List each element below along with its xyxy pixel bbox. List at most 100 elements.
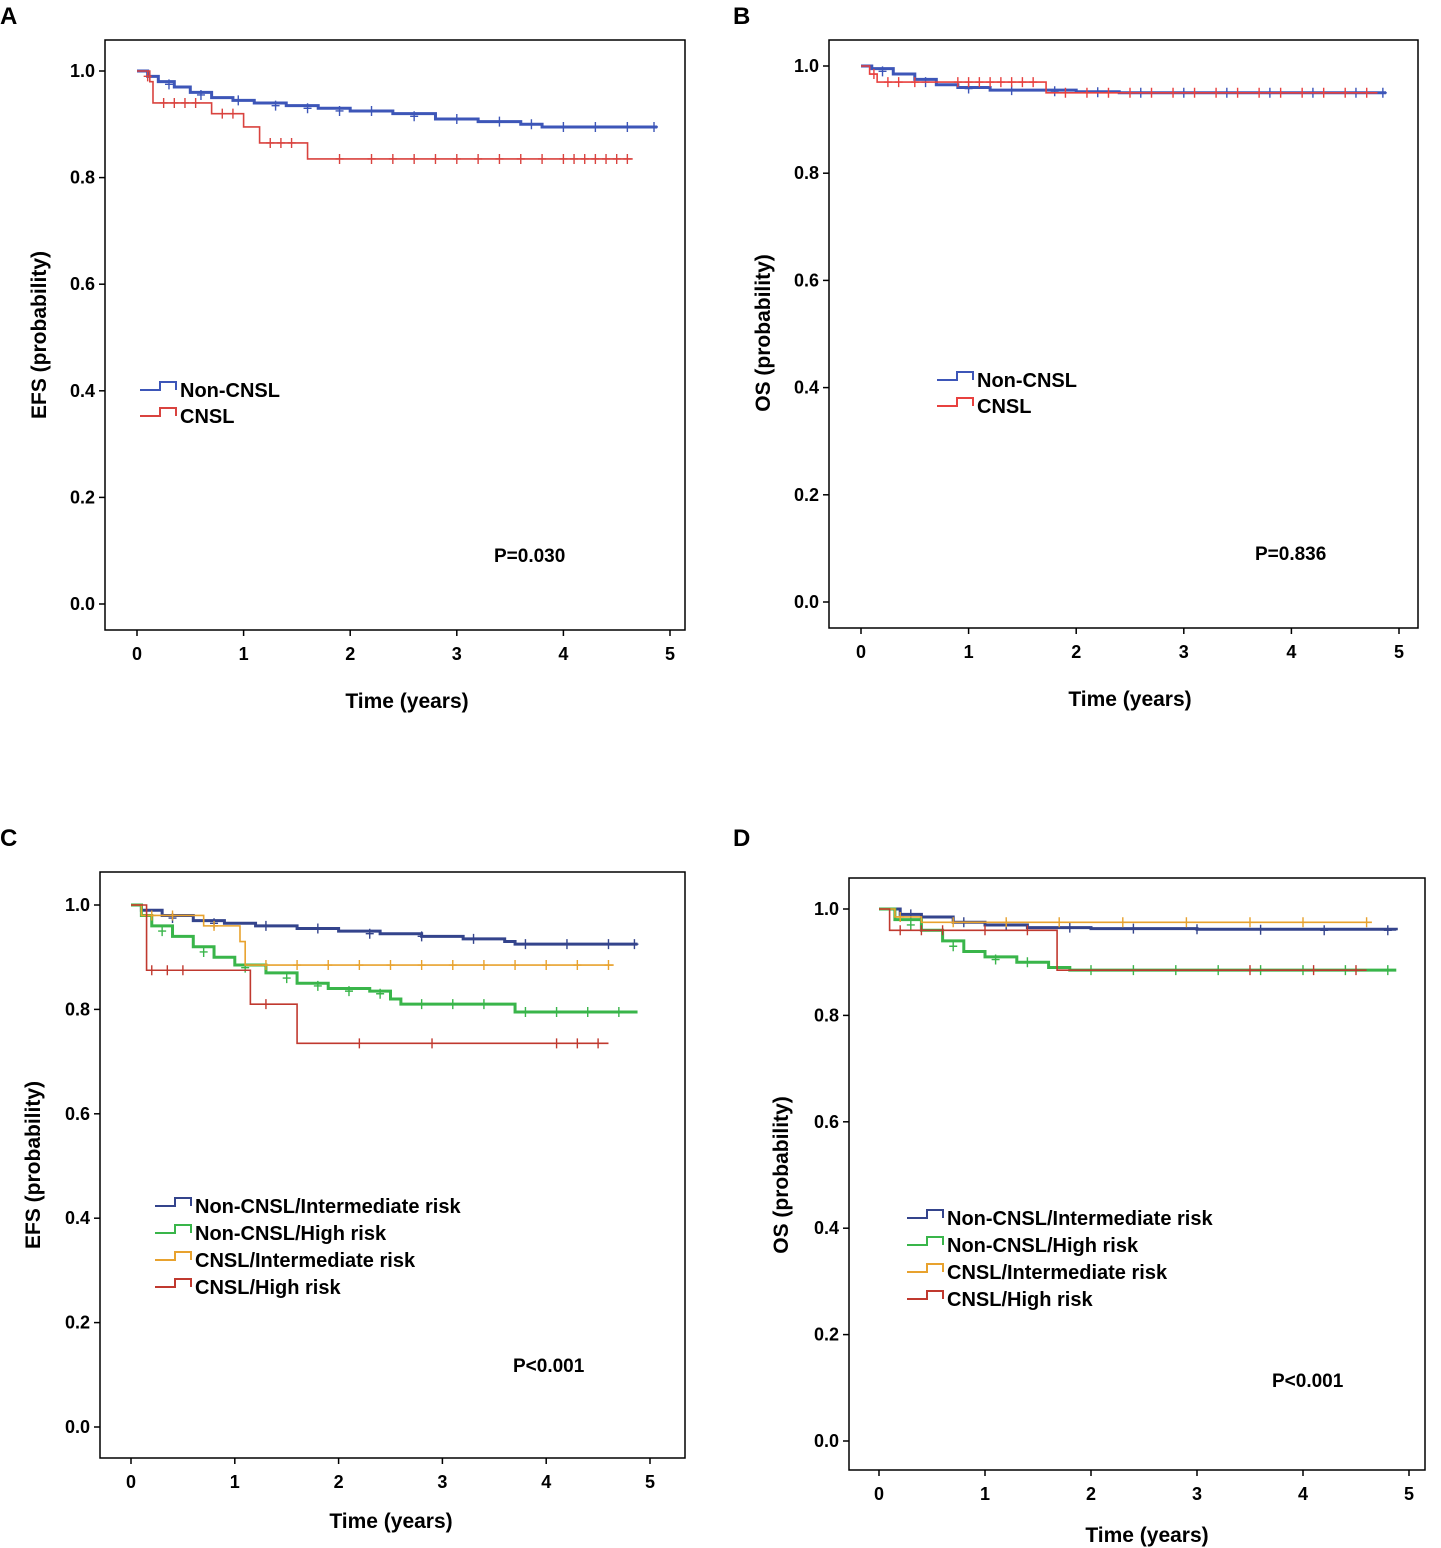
censor-mark	[623, 153, 632, 164]
censor-mark	[527, 119, 536, 130]
censor-mark	[303, 103, 312, 114]
censor-mark	[367, 105, 376, 116]
y-tick-label: 1.0	[814, 899, 839, 919]
legend-swatch	[155, 1197, 192, 1207]
legend-label: Non-CNSL/Intermediate risk	[195, 1196, 461, 1218]
survival-curve	[879, 907, 1397, 972]
y-axis-title: EFS (probability)	[22, 1081, 45, 1249]
censor-mark	[896, 911, 905, 922]
censor-mark	[1182, 917, 1191, 928]
legend: Non-CNSL/Intermediate risk Non-CNSL/High …	[155, 1196, 461, 1299]
censor-mark	[1129, 923, 1138, 934]
censor-mark	[159, 97, 168, 108]
censor-mark	[996, 77, 1005, 88]
x-axis-title: Time (years)	[345, 690, 468, 713]
censor-mark	[1023, 957, 1032, 968]
x-tick-label: 0	[126, 1472, 136, 1492]
censor-mark	[1298, 87, 1307, 98]
x-tick-label: 2	[1086, 1484, 1096, 1504]
y-tick-label: 1.0	[794, 56, 819, 76]
censor-mark	[163, 965, 172, 976]
y-tick-label: 0.2	[794, 485, 819, 505]
censor-mark	[949, 917, 958, 928]
censor-mark	[1029, 77, 1038, 88]
censor-mark	[495, 153, 504, 164]
censor-mark	[417, 931, 426, 942]
censor-mark	[287, 137, 296, 148]
y-tick-label: 0.4	[814, 1218, 839, 1238]
censor-mark	[178, 965, 187, 976]
censor-mark	[313, 980, 322, 991]
y-tick-label: 0.0	[70, 594, 95, 614]
censor-mark	[516, 153, 525, 164]
censor-mark	[896, 925, 905, 936]
censor-mark	[452, 113, 461, 124]
panel-letter: C	[0, 825, 17, 852]
censor-mark	[1362, 917, 1371, 928]
x-tick-label: 4	[1298, 1484, 1308, 1504]
censor-mark	[170, 97, 179, 108]
x-tick-label: 2	[334, 1472, 344, 1492]
censor-mark	[986, 77, 995, 88]
censor-mark	[428, 1038, 437, 1049]
censor-mark	[191, 97, 200, 108]
censor-mark	[602, 153, 611, 164]
censor-mark	[367, 153, 376, 164]
x-tick-label: 4	[1286, 642, 1296, 662]
censor-mark	[1233, 87, 1242, 98]
censor-mark	[559, 121, 568, 132]
censor-mark	[210, 920, 219, 931]
x-tick-label: 3	[437, 1472, 447, 1492]
x-axis-title: Time (years)	[329, 1510, 452, 1533]
y-tick-label: 0.4	[70, 381, 95, 401]
survival-curve	[137, 70, 633, 160]
censor-mark	[1007, 77, 1016, 88]
censor-mark	[538, 153, 547, 164]
censor-mark	[975, 77, 984, 88]
p-value: P=0.836	[1255, 544, 1326, 565]
censor-mark	[906, 919, 915, 930]
censor-mark	[266, 137, 275, 148]
censor-mark	[1246, 917, 1254, 928]
censor-mark	[1256, 924, 1265, 935]
panel-b: B 0.0 0.2 0.4 0.6 0.8 1.0 0 1 2 3 4 5 Time (years) OS …	[733, 3, 1419, 711]
censor-mark	[1383, 925, 1392, 936]
x-tick-label: 5	[1404, 1484, 1414, 1504]
censor-mark	[511, 960, 520, 971]
censor-mark	[234, 95, 243, 106]
censor-mark	[591, 153, 600, 164]
censor-mark	[1190, 87, 1199, 98]
censor-mark	[1299, 917, 1307, 928]
survival-curve	[131, 904, 614, 966]
y-tick-label: 1.0	[65, 895, 90, 915]
censor-mark	[448, 960, 457, 971]
legend-swatch	[907, 1290, 944, 1300]
legend-swatch	[907, 1209, 944, 1219]
panel-letter: D	[733, 825, 750, 852]
series-non-cnsl-high-risk	[131, 903, 638, 1018]
censor-mark	[910, 77, 919, 88]
legend-label: CNSL	[977, 396, 1031, 418]
legend-label: Non-CNSL/High risk	[947, 1235, 1139, 1257]
censor-mark	[1309, 965, 1318, 976]
censor-mark	[1352, 965, 1360, 976]
censor-mark	[431, 153, 440, 164]
censor-mark	[452, 153, 461, 164]
censor-mark	[388, 153, 397, 164]
censor-mark	[521, 939, 530, 950]
y-tick-label: 0.0	[65, 1417, 90, 1437]
censor-mark	[1193, 924, 1201, 935]
censor-mark	[552, 1038, 561, 1049]
censor-mark	[1378, 87, 1387, 98]
censor-mark	[570, 153, 579, 164]
legend-swatch	[937, 397, 974, 407]
censor-mark	[261, 999, 270, 1010]
y-tick-label: 0.2	[814, 1325, 839, 1345]
y-tick-label: 0.8	[65, 999, 90, 1019]
censor-mark	[1061, 87, 1070, 98]
survival-curve	[879, 908, 1372, 924]
censor-mark	[938, 925, 947, 936]
censor-mark	[981, 925, 989, 936]
censor-mark	[949, 941, 958, 952]
